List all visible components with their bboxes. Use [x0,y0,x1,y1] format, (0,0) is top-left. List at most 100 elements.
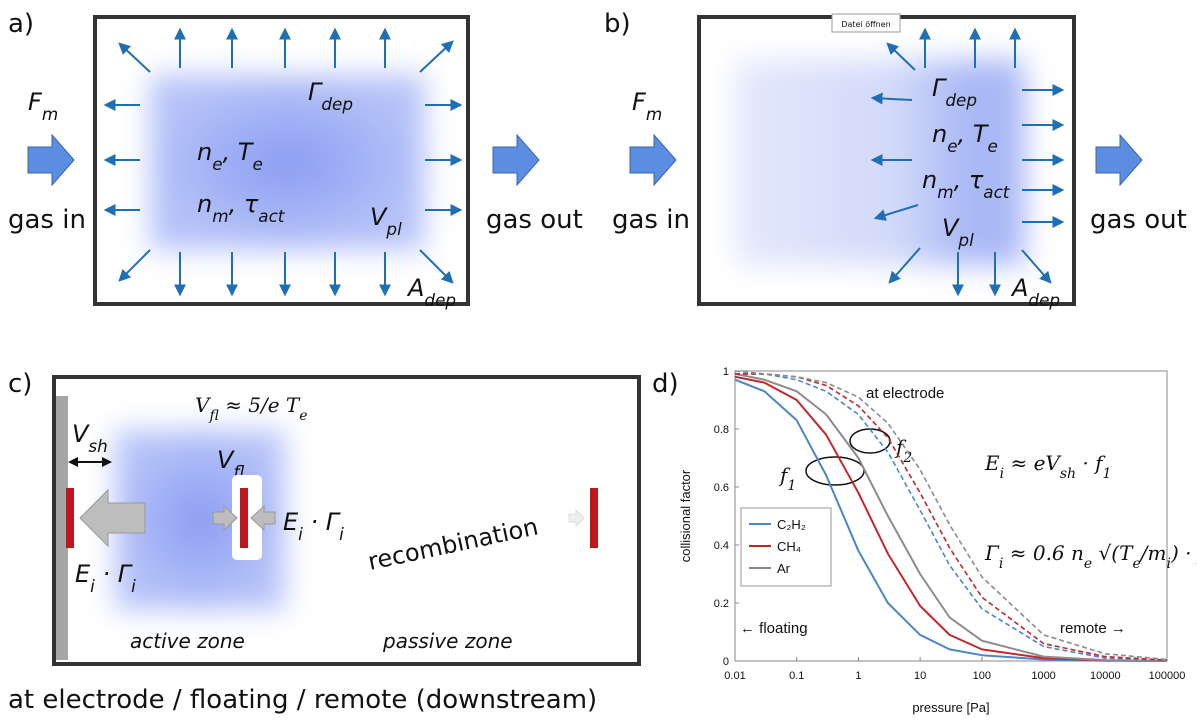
flux-label: Γdep [308,78,353,114]
x-tick-label: 10000 [1090,670,1121,682]
gas-arrow [1095,133,1143,187]
gas-arrow [629,133,677,187]
annotation: ← floating [740,620,808,637]
x-tick-label: 100 [973,670,991,682]
gas-in: gas in [612,205,690,235]
caption: at electrode / floating / remote (downst… [8,685,597,715]
series-line [734,370,1168,661]
vfl-label: Vfl [217,446,244,482]
subscript: e [252,154,262,174]
subscript: 1 [787,478,796,494]
series-line [735,373,1168,662]
annotation: at electrode [866,385,944,402]
flux-label: Γdep [932,74,977,110]
subscript: i [339,524,344,544]
annotation: remote → [1060,620,1126,637]
subscript: e [212,154,222,174]
x-tick-label: 1 [855,670,861,682]
panel-label: c) [8,369,32,399]
f1-label: f1 [778,463,796,494]
gas-out: gas out [486,205,583,235]
legend-entry: Ar [777,561,791,576]
flow-label: Fm [28,88,58,124]
x-axis-label: pressure [Pa] [912,700,989,715]
flux-arrow [888,247,921,284]
text-part: V [217,446,235,474]
legend-entry: C₂H₂ [777,517,806,532]
text-part: ≈ 5/e T [219,393,301,417]
text-part: ≈ eV [1004,451,1062,475]
x-tick-label: 0.1 [789,670,804,682]
energy-label: Ei · Γi [75,560,136,596]
series-line [734,372,1168,662]
flow-label: Fm [632,88,662,124]
ion-arrow [250,504,276,532]
x-tick-label: 0.01 [724,670,745,682]
text-part: F [632,88,647,116]
electrode [56,396,68,660]
panel-label: d) [652,369,679,399]
potential-label: Vpl [370,203,402,239]
recombination: recombination [365,512,540,575]
series-line [734,378,1168,662]
text-part: · f [1076,451,1106,475]
text-part: F [28,88,43,116]
subscript: act [258,206,286,226]
text-part: E [283,508,299,536]
panel-label: b) [604,9,631,39]
text-part: V [942,214,960,242]
subscript: m [42,104,58,124]
x-tick-label: 1000 [1031,670,1055,682]
subscript: i [131,576,136,596]
text-part: ≈ 0.6 n [1003,541,1084,565]
panel-a: a) Fm gas in gas out Γdep ne, Te nm, τac… [8,9,583,310]
flux-arrow [1021,249,1052,284]
subscript: e [1084,556,1092,572]
area-label: Adep [406,274,456,310]
substrate [590,488,598,548]
energy-label: Ei · Γi [283,508,344,544]
text-part: , τ [954,166,984,194]
tooltip-box [831,13,901,33]
density-label: ne, Te [197,138,263,174]
text-part: V [370,203,388,231]
gas-out: gas out [1090,205,1187,235]
area-label: Adep [1010,274,1060,310]
subscript: e [299,408,307,424]
text-part: V [195,393,212,417]
f2-label: f2 [894,435,912,466]
text-part: A [1010,274,1028,302]
text-part: Γ [308,78,323,106]
floating-eq: Vfl ≈ 5/e Te [195,393,308,424]
potential-label: Vpl [942,214,974,250]
text-part: √(T [1092,541,1134,565]
subscript: i [90,576,95,596]
subscript: pl [957,230,974,250]
highlight [805,456,865,486]
y-tick-label: 0.4 [714,540,729,552]
flux-arrows [870,27,1065,297]
subscript: m [646,104,662,124]
subscript: i [999,556,1003,572]
subscript: e [1132,556,1140,572]
flux-arrow [419,40,454,73]
text-part: E [75,560,91,588]
panel-label: a) [8,9,34,39]
text-part: n [197,190,212,218]
y-tick-label: 0.6 [714,482,729,494]
subscript: i [298,524,303,544]
ion-arrow [568,508,585,528]
chamber [52,375,641,666]
y-axis-label: collisional factor [678,469,693,562]
subscript: e [947,136,957,156]
flux-arrow [419,249,454,284]
subscript: dep [321,94,353,114]
subscript: act [983,182,1011,202]
subscript: i [1166,556,1170,572]
text-part: ) · f [1170,541,1197,565]
density-label: ne, Te [932,120,998,156]
subscript: dep [424,290,456,310]
text-part: Γ [932,74,947,102]
subscript: m [212,206,228,226]
